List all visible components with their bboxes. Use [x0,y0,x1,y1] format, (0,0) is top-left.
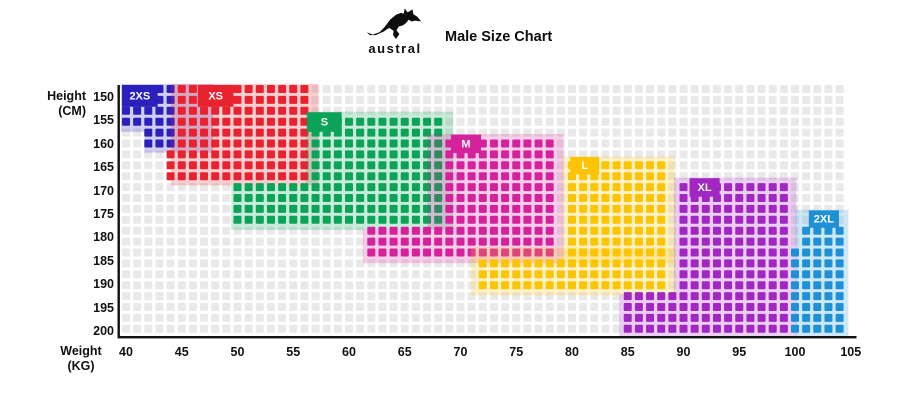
x-tick-label: 95 [732,345,747,359]
x-tick-label: 100 [784,345,806,359]
x-tick-label: 60 [342,345,356,359]
size-tag-label-xl: XL [698,182,712,194]
x-tick-label: 55 [286,345,301,359]
size-region-l: L [470,156,676,296]
y-tick-label: 155 [93,113,114,128]
size-tag-label-2xs: 2XS [129,90,150,102]
size-tag-xl [689,178,720,197]
size-tag-label-l: L [581,160,588,172]
y-axis-title-line1: Height [47,89,86,103]
size-tag-xs [197,85,234,107]
y-tick-label: 190 [93,277,114,292]
y-tick-label: 175 [93,207,114,221]
size-region-s: S [231,111,454,230]
size-region-m: M [362,134,564,264]
y-tick-label: 200 [93,324,114,338]
axis-lines [117,85,857,339]
y-tick-label: 185 [93,253,114,268]
size-region-2xl: 2XL [791,209,849,339]
size-tag-2xs [122,85,158,107]
size-region-xs: XS [166,83,319,186]
size-tag-label-s: S [321,117,328,129]
y-tick-label: 195 [93,300,114,315]
x-tick-label: 90 [676,345,691,359]
size-tag-s [307,112,342,132]
x-tick-label: 65 [397,345,412,359]
x-axis-line [117,336,857,339]
x-tick-label: 75 [509,345,524,359]
size-tag-label-2xl: 2XL [814,214,834,226]
x-tick-label: 80 [565,345,579,359]
size-tag-label-xs: XS [208,90,223,102]
y-tick-label: 165 [93,160,114,175]
brand-wordmark: austral [368,41,422,56]
y-axis-title: Height (CM) [28,89,86,119]
x-tick-label: 85 [620,345,635,359]
y-tick-label: 150 [93,90,114,104]
size-tag-label-m: M [461,138,470,150]
x-tick-label: 70 [453,345,468,359]
x-axis-title-line1: Weight [60,344,102,358]
size-region-2xs: 2XS [120,83,214,153]
y-tick-label: 170 [93,183,114,198]
x-tick-label: 40 [119,345,133,359]
kangaroo-icon [366,8,422,40]
x-axis-title-line2: (KG) [67,359,95,373]
y-tick-label: 160 [93,136,114,151]
y-tick-label: 180 [93,230,114,245]
brand-logo: austral [359,7,431,56]
x-tick-label: 105 [840,345,862,359]
x-tick-label: 45 [174,345,189,359]
x-tick-label: 50 [230,345,245,359]
size-tag-m [450,134,482,154]
base-grid-layer [122,85,844,333]
y-axis-line [117,85,120,338]
y-axis-title-line2: (CM) [58,104,86,118]
size-tag-2xl [808,210,839,228]
x-axis-title: Weight (KG) [52,344,110,374]
size-tag-l [570,156,600,175]
size-region-xl: XL [619,177,797,337]
page-title: Male Size Chart [445,29,553,45]
